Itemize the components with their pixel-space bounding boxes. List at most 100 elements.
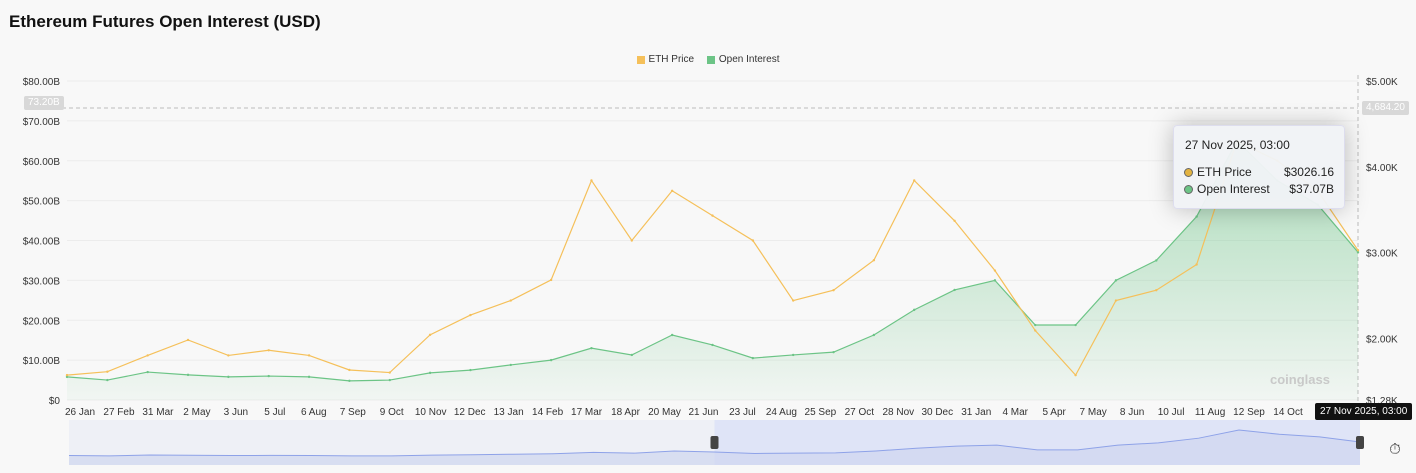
- right-axis-tick: $3.00K: [1366, 249, 1398, 260]
- open-interest-point: [993, 279, 997, 282]
- eth-price-point: [913, 179, 916, 182]
- eth-price-point: [630, 239, 634, 242]
- crosshair-left-label: 73.20B: [24, 96, 64, 110]
- x-axis-tick: 10 Jul: [1158, 407, 1185, 418]
- crosshair-right-label: 4,684.20: [1362, 101, 1409, 115]
- x-axis-tick: 14 Feb: [532, 407, 564, 418]
- x-axis-tick: 5 Jul: [264, 407, 285, 418]
- tooltip-date: 27 Nov 2025, 03:00: [1185, 138, 1290, 152]
- x-axis-tick: 6 Aug: [301, 407, 327, 418]
- left-axis-tick: $40.00B: [23, 237, 61, 248]
- open-interest-point: [106, 378, 109, 382]
- legend-label: Open Interest: [718, 54, 780, 65]
- open-interest-point: [509, 363, 512, 367]
- left-axis-tick: $0: [49, 396, 61, 407]
- eth-price-point: [106, 370, 109, 373]
- open-interest-point: [186, 373, 190, 377]
- x-axis-tick: 30 Dec: [921, 407, 953, 418]
- x-axis-tick: 2 May: [183, 407, 210, 418]
- open-interest-point: [549, 358, 553, 362]
- eth-price-point: [1356, 249, 1360, 252]
- open-interest-point: [1114, 279, 1118, 282]
- eth-price-point: [549, 278, 553, 282]
- x-axis-tick: 31 Mar: [142, 407, 174, 418]
- x-axis-tick: 17 Mar: [571, 407, 603, 418]
- tooltip-value: $37.07B: [1289, 182, 1334, 196]
- x-axis-tick: 4 Mar: [1002, 407, 1028, 418]
- x-axis-tick: 5 Apr: [1043, 407, 1067, 418]
- eth-price-point: [267, 349, 270, 352]
- left-axis-tick: $70.00B: [23, 117, 61, 128]
- open-interest-point: [146, 370, 149, 374]
- eth-price-point: [711, 214, 714, 217]
- x-axis-tick: 27 Feb: [103, 407, 135, 418]
- open-interest-point: [267, 374, 270, 378]
- coinglass-watermark: coinglass: [1270, 372, 1330, 387]
- x-axis-tick: 7 May: [1080, 407, 1107, 418]
- open-interest-point: [388, 378, 391, 382]
- open-interest-point: [1356, 250, 1360, 254]
- open-interest-point: [872, 333, 876, 337]
- eth-price-point: [1114, 299, 1118, 302]
- legend-label: ETH Price: [648, 54, 695, 65]
- open-interest-point: [832, 350, 835, 354]
- tooltip-row-open-interest: Open Interest $37.07B: [1184, 182, 1334, 196]
- x-axis-tick: 14 Oct: [1273, 407, 1303, 418]
- left-axis-tick: $60.00B: [23, 157, 61, 168]
- eth-price-point: [227, 354, 230, 357]
- open-interest-point: [913, 308, 916, 312]
- x-axis-tick: 3 Jun: [224, 407, 248, 418]
- navigator-handle[interactable]: [1356, 436, 1364, 449]
- x-axis-tick: 28 Nov: [882, 407, 914, 418]
- x-axis-tick: 9 Oct: [380, 407, 404, 418]
- right-axis-tick: $5.00K: [1366, 77, 1398, 88]
- navigator-line: [68, 429, 1361, 457]
- open-interest-point: [307, 375, 311, 379]
- open-interest-point: [590, 346, 593, 350]
- open-interest-point: [1074, 323, 1077, 327]
- eth-price-point: [1195, 263, 1198, 266]
- x-axis-tick: 13 Jan: [494, 407, 524, 418]
- eth-price-point: [751, 239, 755, 242]
- legend: ETH Price Open Interest: [0, 54, 1416, 67]
- x-axis-tick: 12 Dec: [454, 407, 486, 418]
- x-axis-tick: 12 Sep: [1233, 407, 1265, 418]
- x-axis-tick: 31 Jan: [961, 407, 991, 418]
- open-interest-point: [227, 375, 230, 379]
- open-interest-point: [65, 375, 69, 379]
- open-interest-point: [428, 371, 432, 375]
- tooltip-label: ETH Price: [1197, 165, 1252, 179]
- open-interest-point: [711, 343, 714, 347]
- open-interest-point: [469, 368, 472, 372]
- open-interest-point: [670, 333, 674, 337]
- eth-price-point: [993, 269, 997, 272]
- eth-price-point: [872, 259, 876, 262]
- x-axis-tick: 24 Aug: [766, 407, 797, 418]
- tooltip-row-eth-price: ETH Price $3026.16: [1184, 165, 1334, 179]
- x-axis-tick: 23 Jul: [729, 407, 756, 418]
- legend-eth-price[interactable]: ETH Price: [636, 54, 695, 65]
- x-axis-tick: 25 Sep: [805, 407, 837, 418]
- open-interest-point: [1195, 215, 1198, 218]
- right-axis-tick: $2.00K: [1366, 334, 1398, 345]
- eth-price-point: [65, 373, 69, 377]
- open-interest-point: [791, 353, 795, 357]
- x-axis-tick: 11 Aug: [1195, 407, 1225, 418]
- x-axis-tick: 20 May: [648, 407, 681, 418]
- eth-price-point: [832, 289, 835, 292]
- x-axis-tick: 10 Nov: [415, 407, 447, 418]
- right-axis-tick: $4.00K: [1366, 163, 1398, 174]
- legend-open-interest[interactable]: Open Interest: [706, 54, 780, 65]
- eth-price-point: [428, 333, 432, 337]
- eth-price-point: [348, 368, 351, 372]
- eth-price-point: [509, 299, 512, 302]
- x-axis-tick: 27 Oct: [845, 407, 875, 418]
- navigator-handle[interactable]: [710, 436, 719, 449]
- eth-price-point: [146, 354, 149, 357]
- open-interest-point: [953, 288, 956, 292]
- reset-zoom-icon[interactable]: ⏱: [1389, 441, 1401, 458]
- tooltip: 27 Nov 2025, 03:00 ETH Price $3026.16 Ope…: [1173, 125, 1345, 209]
- left-axis-tick: $80.00B: [23, 77, 61, 88]
